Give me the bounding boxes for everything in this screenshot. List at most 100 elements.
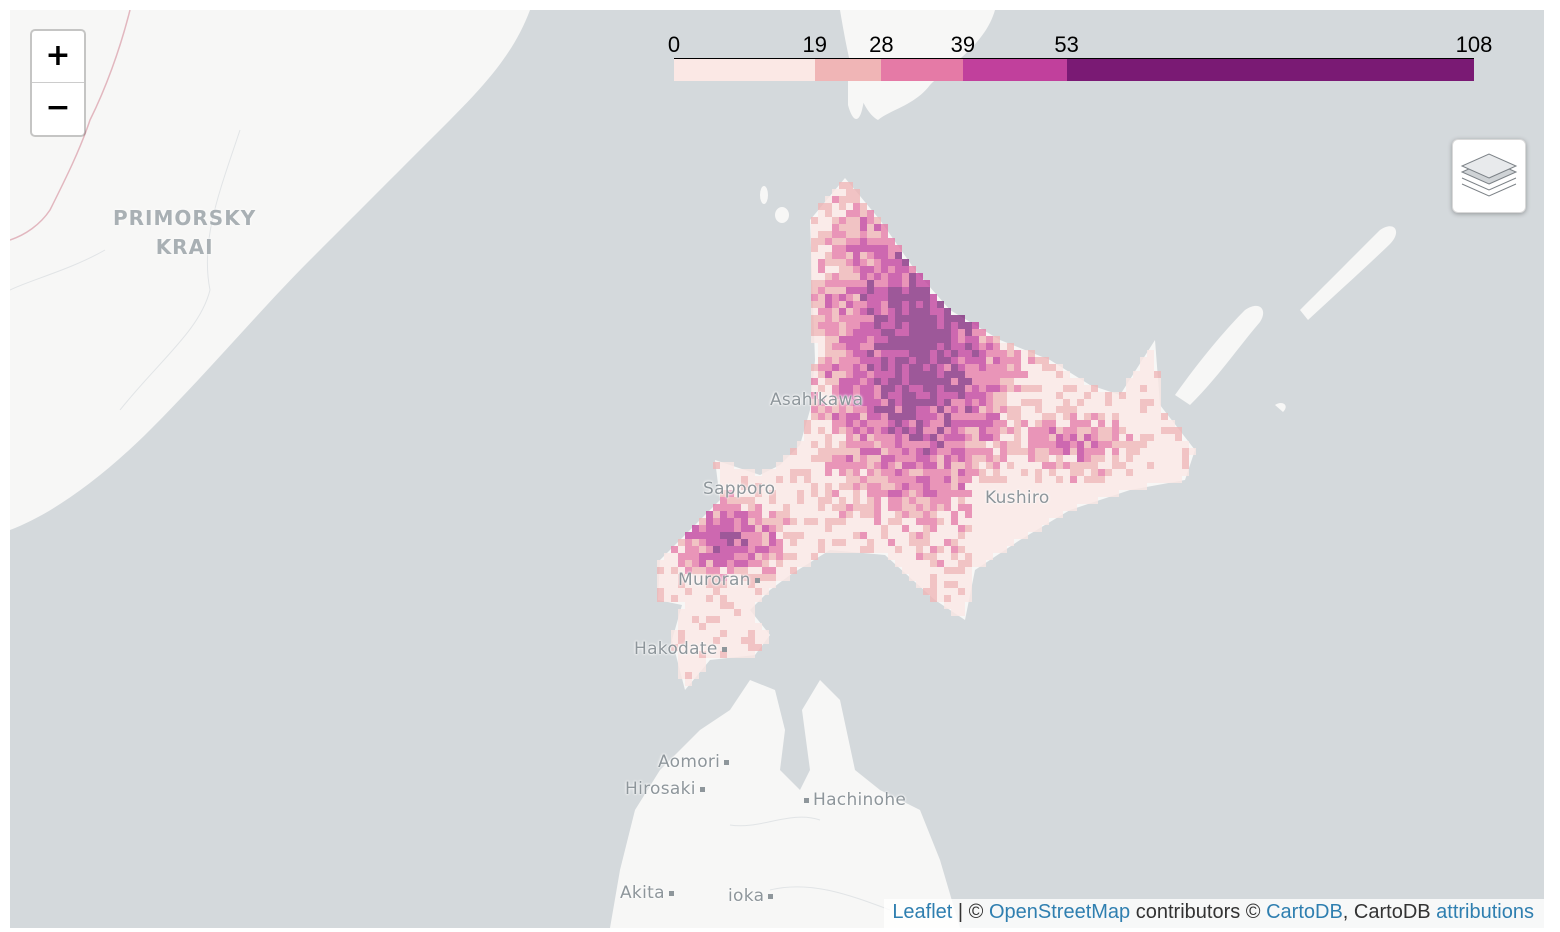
grid-cell [1028,441,1035,448]
grid-cell [727,644,734,651]
grid-cell [1042,469,1049,476]
attributions-link[interactable]: attributions [1436,901,1534,923]
grid-cell [699,602,706,609]
grid-cell [874,497,881,504]
grid-cell [734,616,741,623]
place-asahikawa: Asahikawa [770,390,864,410]
grid-cell [930,371,937,378]
grid-cell [1021,462,1028,469]
grid-cell [860,238,867,245]
city-dot [699,786,705,792]
grid-cell [748,630,755,637]
grid-cell [811,252,818,259]
grid-cell [713,595,720,602]
grid-cell [762,546,769,553]
grid-cell [902,406,909,413]
grid-cell [1098,441,1105,448]
grid-cell [1000,483,1007,490]
grid-cell [748,553,755,560]
grid-cell [1035,504,1042,511]
grid-cell [916,308,923,315]
grid-cell [1063,448,1070,455]
grid-cell [909,357,916,364]
grid-cell [776,518,783,525]
grid-cell [986,434,993,441]
grid-cell [937,385,944,392]
grid-cell [734,532,741,539]
grid-cell [972,441,979,448]
grid-cell [846,469,853,476]
grid-cell [1021,469,1028,476]
grid-cell [937,539,944,546]
grid-cell [1063,455,1070,462]
grid-cell [923,469,930,476]
grid-cell [734,588,741,595]
grid-cell [972,539,979,546]
grid-cell [895,532,902,539]
grid-cell [811,294,818,301]
grid-cell [881,490,888,497]
zoom-in-button[interactable]: + [32,31,84,83]
grid-cell [1084,406,1091,413]
grid-cell [846,420,853,427]
grid-cell [846,273,853,280]
grid-cell [671,560,678,567]
grid-cell [797,441,804,448]
grid-cell [818,329,825,336]
grid-cell [860,322,867,329]
leaflet-link[interactable]: Leaflet [892,901,953,923]
grid-cell [1112,441,1119,448]
grid-cell [986,469,993,476]
grid-cell [881,322,888,329]
grid-cell [818,231,825,238]
grid-cell [825,203,832,210]
grid-cell [1140,483,1147,490]
grid-cell [692,553,699,560]
grid-cell [797,525,804,532]
grid-cell [832,378,839,385]
grid-cell [993,525,1000,532]
grid-cell [1154,385,1161,392]
grid-cell [1049,434,1056,441]
grid-cell [937,371,944,378]
grid-cell [937,392,944,399]
grid-cell [846,350,853,357]
grid-cell [881,280,888,287]
grid-cell [1035,483,1042,490]
osm-link[interactable]: OpenStreetMap [988,901,1131,923]
land-kurils [1175,226,1397,412]
grid-cell [1119,434,1126,441]
grid-cell [916,406,923,413]
grid-cell [748,623,755,630]
grid-cell [944,343,951,350]
zoom-out-button[interactable]: − [45,90,71,125]
grid-cell [916,483,923,490]
grid-cell [846,357,853,364]
grid-cell [825,448,832,455]
grid-cell [965,553,972,560]
grid-cell [1133,371,1140,378]
grid-cell [951,553,958,560]
grid-cell [1021,483,1028,490]
grid-cell [1056,483,1063,490]
grid-cell [1105,490,1112,497]
grid-cell [678,637,685,644]
grid-cell [748,483,755,490]
grid-cell [685,602,692,609]
grid-cell [888,287,895,294]
map[interactable]: PRIMORSKY KRAI Asahikawa Sapporo Kushiro… [10,10,1544,928]
grid-cell [972,322,979,329]
grid-cell [797,469,804,476]
cartodb-link[interactable]: CartoDB [1266,901,1343,923]
grid-cell [937,378,944,385]
grid-cell [979,427,986,434]
grid-cell [951,455,958,462]
grid-cell [930,385,937,392]
grid-cell [881,301,888,308]
grid-cell [874,525,881,532]
grid-cell [699,609,706,616]
layers-control-button[interactable] [1452,139,1526,213]
grid-cell [783,462,790,469]
grid-cell [860,469,867,476]
color-legend: 0 19 28 39 53 108 [666,32,1492,94]
